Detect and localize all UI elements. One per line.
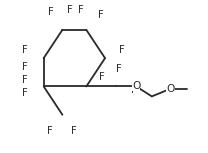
Text: F: F <box>71 126 77 136</box>
Text: F: F <box>48 7 54 17</box>
Text: F: F <box>22 88 28 98</box>
Text: F: F <box>119 45 124 55</box>
Text: F: F <box>67 5 72 15</box>
Text: F: F <box>131 84 137 95</box>
Text: F: F <box>98 10 104 20</box>
Text: F: F <box>22 62 28 72</box>
Text: F: F <box>22 45 28 55</box>
Text: F: F <box>47 126 53 136</box>
Text: O: O <box>166 84 175 94</box>
Text: F: F <box>99 71 105 82</box>
Text: F: F <box>22 75 28 85</box>
Text: F: F <box>78 5 84 15</box>
Text: O: O <box>132 81 140 91</box>
Text: F: F <box>116 64 121 74</box>
